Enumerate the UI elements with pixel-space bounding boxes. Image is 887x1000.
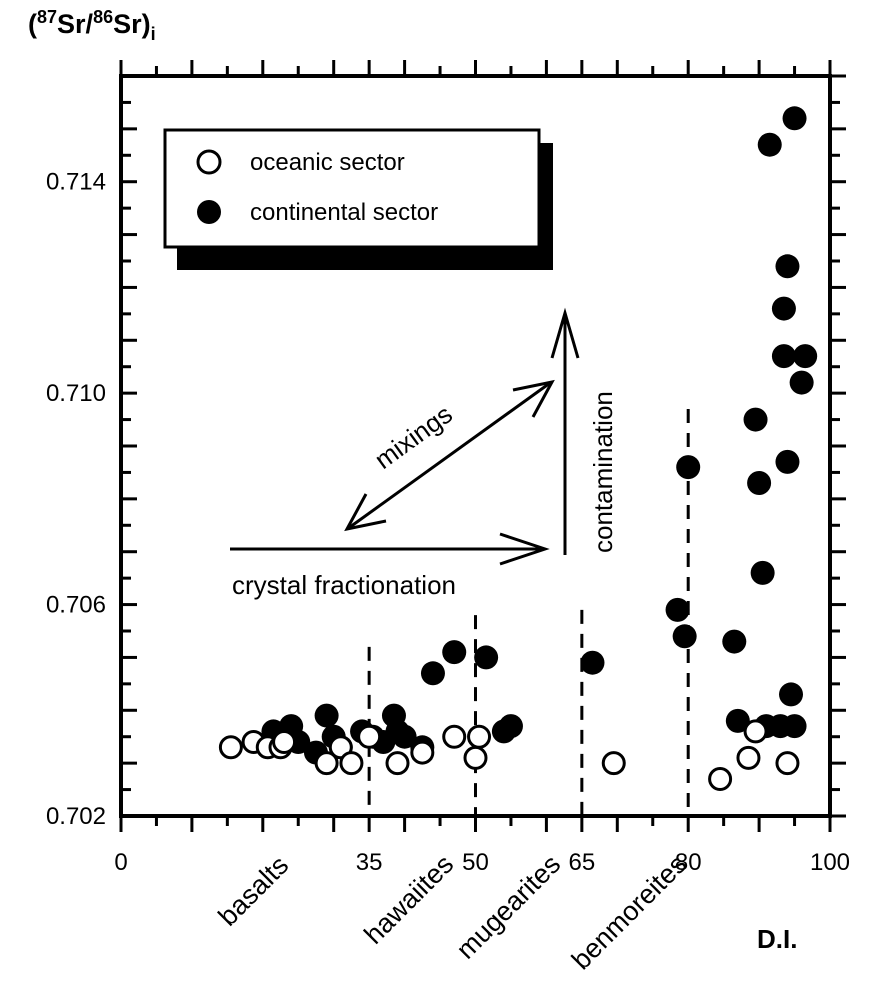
x-tick-label: 50 [462,849,489,876]
continental-point [580,650,605,675]
y-tick-labels: 0.702 0.706 0.710 0.714 [46,169,106,830]
continental-point [725,708,750,733]
annotation-arrows [230,307,580,566]
continental-point [789,370,814,395]
fractionation-label: crystal fractionation [232,570,456,600]
continental-point [775,449,800,474]
x-tick-label: 0 [114,849,127,876]
legend-open-marker [196,149,222,175]
oceanic-point [218,735,243,760]
continental-point [779,682,804,707]
continental-point [782,714,807,739]
x-tick-label: 100 [810,849,850,876]
axis-ticks [119,60,846,832]
y-tick-label: 0.702 [46,803,106,830]
oceanic-point [601,751,626,776]
oceanic-point [736,745,761,770]
y-label-open: ( [28,9,37,39]
continental-point [771,296,796,321]
y-tick-label: 0.714 [46,169,106,196]
continental-point [498,714,523,739]
x-axis-label: D.I. [757,924,797,954]
x-tick-label: 65 [568,849,595,876]
y-axis-label: (87Sr/86Sr)i [28,7,156,44]
continental-point [771,344,796,369]
oceanic-point [339,751,364,776]
oceanic-point [357,724,382,749]
oceanic-point [775,751,800,776]
continental-point [750,560,775,585]
oceanic-point [442,724,467,749]
oceanic-point [314,751,339,776]
continental-point [676,455,701,480]
rock-label-basalts: basalts [213,850,295,932]
y-tick-label: 0.710 [46,380,106,407]
continental-point [722,629,747,654]
mixing-label: mixings [369,399,458,475]
continental-point [743,407,768,432]
continental-point [665,597,690,622]
legend-label-continental: continental sector [250,199,438,226]
oceanic-point [272,730,297,754]
continental-point [757,132,782,157]
oceanic-point [463,745,488,770]
legend-filled-marker [197,200,221,224]
y-label-close: Sr) [113,9,151,39]
oceanic-point [467,724,492,749]
continental-point [442,640,467,665]
x-tick-label: 80 [675,849,702,876]
legend-box [163,128,541,249]
x-tick-labels: 0 35 50 65 80 100 [114,849,850,876]
contamination-label: contamination [588,391,618,553]
y-tick-label: 0.706 [46,592,106,619]
fractionation-arrowhead [499,532,550,566]
continental-point [793,344,818,369]
continental-point [782,106,807,131]
continental-point [747,471,772,495]
contamination-arrowhead [550,307,580,359]
oceanic-point [385,751,410,776]
oceanic-point [708,767,733,791]
legend-label-oceanic: oceanic sector [250,149,405,176]
y-label-sup1: 87 [37,7,57,27]
continental-point [672,624,697,649]
continental-point [775,254,800,279]
continental-point [474,645,499,670]
x-tick-label: 35 [356,849,383,876]
oceanic-point [743,719,768,744]
y-label-sub: i [151,24,156,44]
legend: oceanic sector continental sector [163,128,553,270]
oceanic-point [410,740,435,765]
continental-point [392,724,417,749]
mixing-arrow [349,381,551,529]
y-label-sup2: 86 [93,7,113,27]
continental-point [420,661,445,686]
data-points [218,106,818,791]
continental-point [314,703,339,728]
mixing-arrowhead-a [344,493,387,532]
y-label-mid: Sr/ [57,9,94,39]
mixing-arrowhead-b [512,379,555,418]
